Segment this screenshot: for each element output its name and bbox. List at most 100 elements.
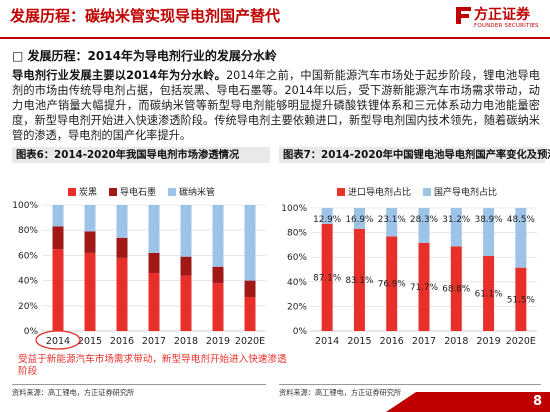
bar-0-2019 xyxy=(212,283,224,331)
legend-label-2: 碳纳米管 xyxy=(179,186,215,198)
slide-title: 发展历程：碳纳米管实现导电剂国产替代 xyxy=(10,7,281,25)
bar-1-2020E xyxy=(244,280,256,297)
data-label-1-2017: 28.3% xyxy=(410,215,438,225)
bar-0-2015 xyxy=(84,252,96,331)
y-tick-label: 60% xyxy=(18,251,38,261)
bar-1-2015 xyxy=(353,208,365,229)
paragraph-lead: 导电剂行业发展主要以2014年为分水岭。 xyxy=(12,69,227,82)
chart2-source: 资料来源：高工锂电，方正证券研究所 xyxy=(279,388,402,397)
data-label-0-2017: 71.7% xyxy=(410,283,438,293)
header-divider xyxy=(0,37,550,39)
bar-0-2020E xyxy=(244,296,256,331)
bar-1-2018 xyxy=(450,208,462,247)
source-divider-right xyxy=(279,384,541,385)
bar-1-2014 xyxy=(52,226,64,250)
data-label-0-2014: 87.1% xyxy=(313,273,341,283)
x-tick-label: 2014 xyxy=(46,336,70,347)
data-label-1-2014: 12.9% xyxy=(313,215,341,225)
bar-2-2018 xyxy=(180,205,192,257)
bar-2-2017 xyxy=(148,205,160,253)
bar-1-2017 xyxy=(418,208,430,243)
x-tick-label: 2019 xyxy=(476,336,500,347)
bar-1-2016 xyxy=(386,208,398,237)
x-tick-label: 2017 xyxy=(412,336,436,347)
chart1-stacked-bar: 炭黑 导电石墨 碳纳米管 0% 20% 40% 60% 80% 100% 2014 2015 2016… xyxy=(12,186,266,350)
x-tick-label: 2015 xyxy=(78,336,102,347)
bar-0-2020E xyxy=(515,267,527,331)
x-tick-label: 2018 xyxy=(444,336,468,347)
data-label-1-2015: 16.9% xyxy=(345,215,373,225)
bar-1-2017 xyxy=(148,252,160,274)
y-tick-label: 80% xyxy=(287,229,307,239)
data-label-0-2016: 76.9% xyxy=(378,280,406,290)
x-tick-label: 2017 xyxy=(142,336,166,347)
legend-label-0: 炭黑 xyxy=(79,187,97,198)
bar-1-2015 xyxy=(84,231,96,253)
y-tick-label: 100% xyxy=(281,204,307,214)
chart1-source: 资料来源：高工锂电，方正证券研究所 xyxy=(12,388,135,397)
bar-0-2015 xyxy=(353,228,365,331)
highlight-ellipse-2014 xyxy=(35,330,81,350)
y-tick-label: 0% xyxy=(24,327,39,337)
legend-swatch-1 xyxy=(423,188,432,196)
bar-1-2018 xyxy=(180,256,192,276)
y-tick-label: 0% xyxy=(293,327,308,337)
logo-text-cn: 方正证券 xyxy=(474,7,530,23)
bar-1-2019 xyxy=(212,266,224,284)
bar-2-2019 xyxy=(212,205,224,267)
bar-2-2020E xyxy=(244,205,256,281)
y-tick-label: 100% xyxy=(12,201,38,211)
y-tick-label: 80% xyxy=(18,226,38,236)
body-paragraph: 导电剂行业发展主要以2014年为分水岭。2014年之前，中国新能源汽车市场处于起… xyxy=(12,68,540,143)
legend-swatch-1 xyxy=(109,188,118,196)
legend-label-1: 导电石墨 xyxy=(120,186,156,198)
bar-0-2017 xyxy=(418,242,430,331)
y-tick-label: 40% xyxy=(18,277,38,287)
chart2-caption: 图表7：2014-2020年中国锂电池导电剂国产率变化及预测 xyxy=(279,147,550,163)
header-bar: 发展历程：碳纳米管实现导电剂国产替代 方正证券 FOUNDER SECURITI… xyxy=(0,0,550,40)
y-tick-label: 20% xyxy=(287,302,307,312)
bar-2-2014 xyxy=(52,205,64,227)
data-label-1-2016: 23.1% xyxy=(378,215,406,225)
data-label-0-2018: 68.8% xyxy=(442,285,470,295)
legend-swatch-2 xyxy=(168,188,177,196)
legend-label-0: 进口导电剂占比 xyxy=(348,186,411,198)
chart1-caption: 图表6：2014-2020年我国导电剂市场渗透情况 xyxy=(12,147,270,163)
y-tick-label: 20% xyxy=(18,302,38,312)
bar-0-2018 xyxy=(450,246,462,331)
data-label-0-2020E: 51.5% xyxy=(507,295,535,305)
x-tick-label: 2016 xyxy=(380,336,404,347)
bar-1-2019 xyxy=(483,208,495,256)
data-label-1-2020E: 48.5% xyxy=(507,215,535,225)
legend-swatch-0 xyxy=(337,188,345,196)
data-label-0-2019: 61.1% xyxy=(475,289,503,299)
data-label-0-2015: 83.1% xyxy=(345,276,373,286)
page-number: 8 xyxy=(532,394,542,409)
y-tick-label: 60% xyxy=(287,253,307,263)
bar-1-2016 xyxy=(116,237,128,258)
founder-logo-icon xyxy=(456,7,471,24)
x-tick-label: 2019 xyxy=(206,336,230,347)
footer-corner-band xyxy=(386,392,550,412)
bar-0-2018 xyxy=(180,275,192,331)
bar-0-2019 xyxy=(483,255,495,331)
logo-text-en: FOUNDER SECURITIES xyxy=(474,23,539,29)
bar-1-2020E xyxy=(515,208,527,268)
x-tick-label: 2018 xyxy=(174,336,198,347)
bar-1-2014 xyxy=(321,208,333,224)
bar-2-2015 xyxy=(84,205,96,232)
legend-swatch-0 xyxy=(68,188,76,196)
data-label-1-2018: 31.2% xyxy=(442,215,470,225)
bar-0-2014 xyxy=(321,223,333,331)
bar-0-2016 xyxy=(386,236,398,331)
chart2-stacked-bar: 进口导电剂占比 国产导电剂占比 0% 20% 40% 60% 80% 100% 87.1% 12.… xyxy=(281,186,537,347)
x-tick-label: 2016 xyxy=(110,336,134,347)
logo: 方正证券 FOUNDER SECURITIES xyxy=(455,4,547,36)
data-label-1-2019: 38.9% xyxy=(475,215,503,225)
x-tick-label: 2015 xyxy=(347,336,371,347)
section-bullet: □ 发展历程：2014年为导电剂行业的发展分水岭 xyxy=(12,49,277,63)
y-tick-label: 40% xyxy=(287,278,307,288)
highlight-note: 受益于新能源汽车市场需求带动，新型导电剂开始进入快速渗透阶段 xyxy=(18,354,287,377)
bar-0-2017 xyxy=(148,273,160,331)
bar-0-2014 xyxy=(52,249,64,331)
